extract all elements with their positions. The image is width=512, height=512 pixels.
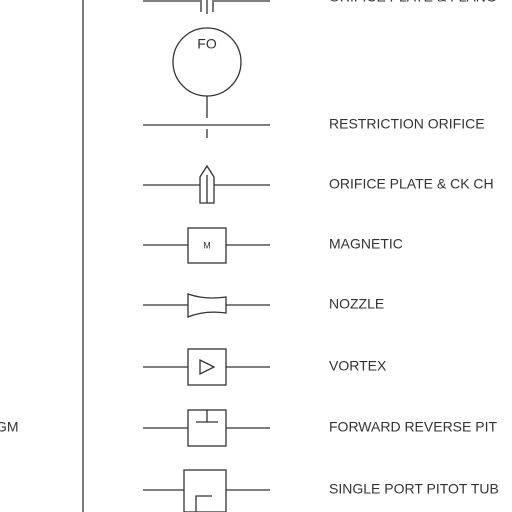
magnetic-letter: M [203, 240, 211, 250]
restriction-orifice-symbol [143, 27, 270, 138]
row-label: ORIFICE PLATE & FLANG [329, 0, 497, 5]
row-label: NOZZLE [329, 296, 384, 312]
orifice-check-symbol [143, 164, 270, 204]
vortex-symbol [143, 348, 270, 386]
single-port-pitot-symbol [143, 469, 270, 512]
left-label: GM [0, 419, 19, 435]
forward-reverse-pitot-symbol [143, 409, 270, 447]
orifice-flange-symbol [143, 0, 270, 14]
magnetic-symbol [143, 227, 270, 264]
row-label: MAGNETIC [329, 236, 403, 252]
nozzle-symbol [143, 293, 270, 318]
row-label: VORTEX [329, 358, 387, 374]
row-label: FORWARD REVERSE PIT [329, 419, 497, 435]
row-label: ORIFICE PLATE & CK CH [329, 176, 494, 192]
row-label: RESTRICTION ORIFICE [329, 116, 485, 132]
bubble-label: FO [197, 36, 217, 52]
row-label: SINGLE PORT PITOT TUB [329, 481, 499, 497]
